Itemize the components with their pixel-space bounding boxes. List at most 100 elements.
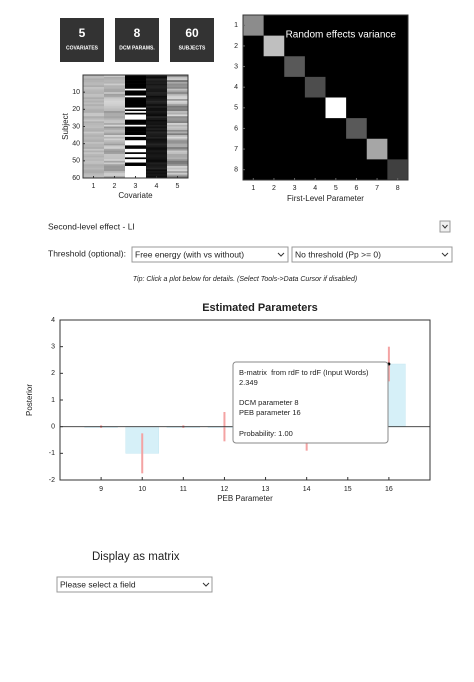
matrix-cell <box>125 174 147 177</box>
matrix-cell <box>125 90 147 93</box>
matrix-cell <box>146 95 168 98</box>
matrix-cell <box>83 80 105 83</box>
matrix-cell <box>104 172 126 175</box>
matrix-cell <box>83 107 105 110</box>
matrix-cell <box>167 102 189 105</box>
matrix-cell <box>125 135 147 138</box>
matrix-cell <box>83 105 105 108</box>
matrix-cell <box>146 141 168 144</box>
x-tick-label: 5 <box>176 183 180 190</box>
matrix-cell <box>167 92 189 95</box>
matrix-cell <box>146 124 168 127</box>
matrix-cell <box>83 143 105 146</box>
matrix-cell <box>104 129 126 132</box>
y-axis-label: Posterior <box>25 384 34 416</box>
y-tick-label: 3 <box>234 63 238 70</box>
x-tick-label: 16 <box>385 486 393 493</box>
matrix-cell <box>146 117 168 120</box>
matrix-cell <box>83 87 105 90</box>
data-tip-line: DCM parameter 8 <box>239 398 299 407</box>
matrix-cell <box>167 157 189 160</box>
matrix-cell <box>167 81 189 84</box>
heatmap-cell <box>263 35 285 57</box>
matrix-cell <box>167 99 189 102</box>
matrix-cell <box>146 104 168 107</box>
matrix-cell <box>125 157 147 160</box>
matrix-cell <box>167 88 189 91</box>
matrix-cell <box>146 162 168 165</box>
matrix-cell <box>167 112 189 115</box>
field-select[interactable] <box>56 576 213 593</box>
matrix-cell <box>167 109 189 112</box>
matrix-cell <box>146 143 168 146</box>
matrix-cell <box>104 133 126 136</box>
matrix-cell <box>146 129 168 132</box>
matrix-cell <box>83 126 105 129</box>
matrix-cell <box>146 78 168 81</box>
matrix-cell <box>146 76 168 79</box>
matrix-cell <box>104 92 126 95</box>
matrix-cell <box>125 111 147 114</box>
x-axis-label: PEB Parameter <box>217 494 273 503</box>
matrix-cell <box>167 100 189 103</box>
matrix-cell <box>125 116 147 119</box>
matrix-cell <box>146 107 168 110</box>
matrix-cell <box>146 123 168 126</box>
matrix-cell <box>83 129 105 132</box>
data-tip-box <box>232 361 389 444</box>
x-tick-label: 10 <box>138 486 146 493</box>
y-tick-label: 50 <box>72 158 80 165</box>
matrix-cell <box>167 90 189 93</box>
matrix-cell <box>167 169 189 172</box>
matrix-cell <box>104 126 126 129</box>
heatmap-cell <box>366 138 388 160</box>
matrix-cell <box>167 141 189 144</box>
x-tick-label: 13 <box>262 486 270 493</box>
matrix-cell <box>146 83 168 86</box>
y-tick-label: 0 <box>51 424 55 431</box>
matrix-cell <box>83 155 105 158</box>
tip-text: Tip: Click a plot below for details. (Se… <box>133 276 357 283</box>
heatmap-cell <box>243 15 264 36</box>
matrix-cell <box>125 75 147 78</box>
matrix-cell <box>125 92 147 95</box>
x-tick-label: 1 <box>251 185 255 192</box>
matrix-cell <box>146 75 168 78</box>
matrix-cell <box>83 150 105 153</box>
matrix-cell <box>104 153 126 156</box>
matrix-cell <box>167 165 189 168</box>
matrix-cell <box>146 116 168 119</box>
matrix-cell <box>104 162 126 165</box>
matrix-cell <box>83 109 105 112</box>
matrix-cell <box>125 160 147 163</box>
matrix-cell <box>167 164 189 167</box>
x-tick-label: 3 <box>293 185 297 192</box>
matrix-cell <box>167 85 189 88</box>
matrix-cell <box>83 119 105 122</box>
matrix-cell <box>125 85 147 88</box>
matrix-cell <box>83 76 105 79</box>
y-tick-label: 1 <box>51 397 55 404</box>
matrix-cell <box>104 100 126 103</box>
y-tick-label: 2 <box>51 370 55 377</box>
matrix-cell <box>167 152 189 155</box>
y-tick-label: 4 <box>51 317 55 324</box>
matrix-cell <box>146 140 168 143</box>
heatmap-cell <box>346 118 367 139</box>
threshold-method-select[interactable] <box>131 246 289 263</box>
matrix-cell <box>146 128 168 131</box>
threshold-value-select[interactable] <box>291 246 453 263</box>
matrix-cell <box>146 157 168 160</box>
matrix-cell <box>83 81 105 84</box>
heatmap-cell <box>325 97 347 119</box>
matrix-cell <box>167 123 189 126</box>
x-tick-label: 11 <box>180 486 187 493</box>
effect-select-button[interactable] <box>439 220 451 233</box>
matrix-cell <box>83 124 105 127</box>
matrix-cell <box>167 105 189 108</box>
matrix-cell <box>83 164 105 167</box>
matrix-cell <box>125 100 147 103</box>
counter-value: 5 <box>79 26 86 40</box>
matrix-cell <box>146 99 168 102</box>
